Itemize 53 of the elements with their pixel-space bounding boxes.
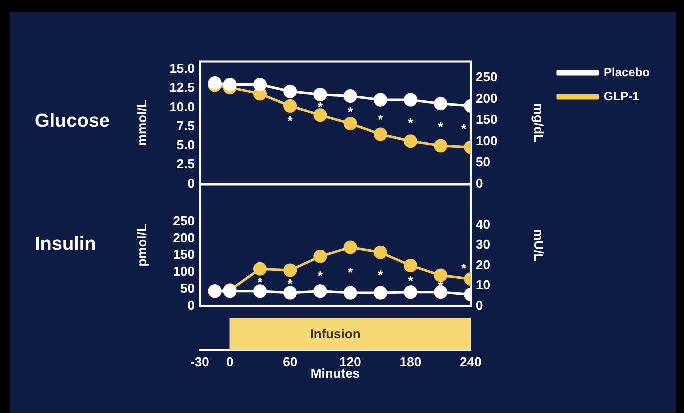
legend-label: GLP-1 — [604, 89, 640, 104]
y-tick-label: 50 — [180, 280, 195, 296]
y2-tick-label: 10 — [476, 278, 490, 293]
y-tick-label: 200 — [173, 230, 195, 246]
x-tick-label: 180 — [400, 354, 422, 370]
y-tick-label: 10.0 — [170, 99, 195, 114]
text: Glucose — [35, 111, 110, 133]
y-tick-label: 12.5 — [170, 80, 195, 96]
annotation: * — [288, 114, 294, 129]
y-tick-label: 5.0 — [176, 138, 195, 153]
annotation: * — [318, 268, 324, 284]
annotation: * — [288, 276, 294, 292]
y2-tick-label: 40 — [476, 216, 490, 232]
y2-tick-label: 50 — [476, 154, 490, 170]
annotation: * — [408, 115, 414, 130]
y-tick-label: 7.5 — [176, 118, 195, 134]
y2-axis-title: mU/L — [532, 229, 547, 262]
y2-tick-label: 100 — [476, 133, 498, 148]
legend-label: Placebo — [604, 65, 650, 80]
y-axis-title: mmol/L — [134, 100, 150, 146]
annotation: * — [378, 112, 384, 127]
y-tick-label: 100 — [173, 264, 195, 280]
y2-tick-label: 200 — [476, 90, 498, 106]
y-tick-label: 0 — [188, 298, 195, 313]
y-axis-title: pmol/L — [134, 224, 150, 267]
annotation: * — [461, 121, 468, 136]
annotation: * — [408, 274, 414, 289]
annotation: * — [438, 119, 444, 134]
x-tick-label: -30 — [190, 354, 210, 370]
text: Insulin — [35, 234, 96, 256]
annotation: * — [438, 278, 444, 294]
annotation: * — [461, 260, 468, 276]
annotation: * — [348, 104, 354, 120]
x-tick-label: 0 — [226, 354, 234, 370]
annotation: * — [258, 274, 264, 290]
y-tick-label: 250 — [173, 213, 195, 228]
y2-tick-label: 30 — [476, 237, 490, 252]
y2-axis-title: mg/dL — [532, 104, 547, 143]
annotation: * — [348, 264, 354, 280]
y2-tick-label: 20 — [476, 257, 490, 272]
annotation: * — [318, 100, 324, 115]
y-tick-label: 15.0 — [170, 61, 195, 76]
x-tick-label: 60 — [283, 354, 298, 370]
y-tick-label: 150 — [173, 247, 195, 262]
y2-tick-label: 0 — [476, 298, 484, 313]
y2-tick-label: 250 — [476, 70, 498, 85]
y-tick-label: 0 — [188, 176, 195, 191]
annotation: Infusion — [310, 326, 361, 342]
x-tick-label: 240 — [460, 354, 482, 370]
y2-tick-label: 150 — [476, 112, 498, 128]
y2-tick-label: 0 — [476, 176, 484, 191]
y-tick-label: 2.5 — [176, 156, 195, 172]
annotation: * — [378, 267, 384, 282]
